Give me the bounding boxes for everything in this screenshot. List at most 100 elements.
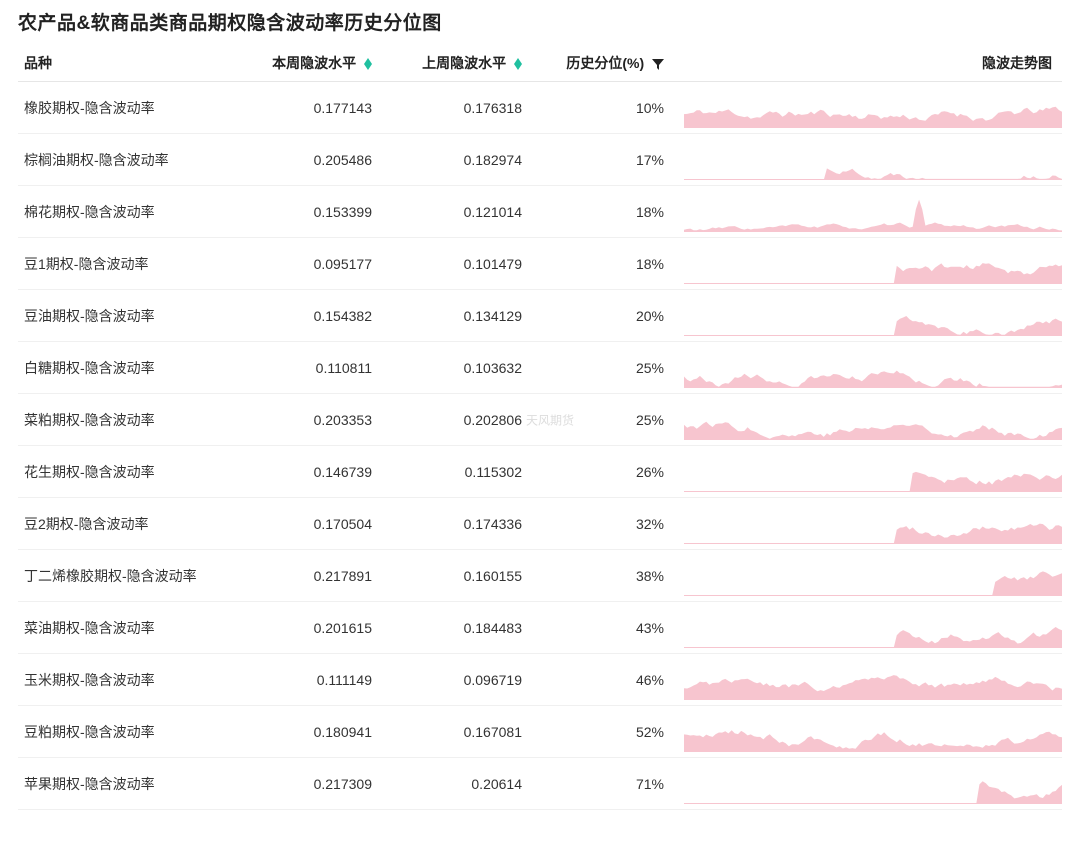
cell-last-week: 0.184483: [378, 602, 528, 654]
col-header-trend: 隐波走势图: [678, 43, 1062, 82]
col-header-trend-label: 隐波走势图: [982, 55, 1052, 71]
table-row: 豆1期权-隐含波动率0.0951770.10147918%: [18, 238, 1062, 290]
cell-last-week: 0.202806天风期货: [378, 394, 528, 446]
cell-last-week: 0.134129: [378, 290, 528, 342]
cell-name: 豆油期权-隐含波动率: [18, 290, 228, 342]
cell-last-week: 0.167081: [378, 706, 528, 758]
cell-last-week: 0.096719: [378, 654, 528, 706]
table-row: 橡胶期权-隐含波动率0.1771430.17631810%: [18, 82, 1062, 134]
table-row: 棉花期权-隐含波动率0.1533990.12101418%: [18, 186, 1062, 238]
cell-this-week: 0.111149: [228, 654, 378, 706]
table-row: 丁二烯橡胶期权-隐含波动率0.2178910.16015538%: [18, 550, 1062, 602]
table-row: 苹果期权-隐含波动率0.2173090.2061471%: [18, 758, 1062, 810]
sparkline-chart: [684, 300, 1062, 336]
cell-percentile: 25%: [528, 394, 678, 446]
col-header-name-label: 品种: [24, 55, 52, 71]
cell-percentile: 17%: [528, 134, 678, 186]
sparkline-chart: [684, 404, 1062, 440]
cell-trend: [678, 134, 1062, 186]
cell-last-week: 0.160155: [378, 550, 528, 602]
cell-trend: [678, 186, 1062, 238]
sparkline-chart: [684, 664, 1062, 700]
table-row: 菜油期权-隐含波动率0.2016150.18448343%: [18, 602, 1062, 654]
cell-this-week: 0.203353: [228, 394, 378, 446]
col-header-percentile[interactable]: 历史分位(%): [528, 43, 678, 82]
cell-name: 豆1期权-隐含波动率: [18, 238, 228, 290]
cell-this-week: 0.201615: [228, 602, 378, 654]
sort-icon: [514, 58, 522, 70]
cell-trend: [678, 654, 1062, 706]
col-header-percentile-label: 历史分位(%): [566, 55, 644, 71]
iv-table: 品种 本周隐波水平 上周隐波水平: [18, 43, 1062, 810]
cell-trend: [678, 446, 1062, 498]
cell-trend: [678, 706, 1062, 758]
cell-this-week: 0.180941: [228, 706, 378, 758]
sparkline-chart: [684, 768, 1062, 804]
table-row: 玉米期权-隐含波动率0.1111490.09671946%: [18, 654, 1062, 706]
col-header-last-week[interactable]: 上周隐波水平: [378, 43, 528, 82]
table-row: 菜粕期权-隐含波动率0.2033530.202806天风期货25%: [18, 394, 1062, 446]
table-row: 豆油期权-隐含波动率0.1543820.13412920%: [18, 290, 1062, 342]
cell-percentile: 43%: [528, 602, 678, 654]
cell-trend: [678, 394, 1062, 446]
col-header-this-week-label: 本周隐波水平: [272, 55, 356, 71]
sparkline-chart: [684, 144, 1062, 180]
cell-trend: [678, 238, 1062, 290]
sparkline-chart: [684, 92, 1062, 128]
cell-name: 菜油期权-隐含波动率: [18, 602, 228, 654]
sparkline-chart: [684, 352, 1062, 388]
cell-this-week: 0.177143: [228, 82, 378, 134]
cell-trend: [678, 498, 1062, 550]
col-header-this-week[interactable]: 本周隐波水平: [228, 43, 378, 82]
cell-name: 橡胶期权-隐含波动率: [18, 82, 228, 134]
cell-this-week: 0.217309: [228, 758, 378, 810]
cell-trend: [678, 82, 1062, 134]
cell-last-week: 0.103632: [378, 342, 528, 394]
sparkline-chart: [684, 560, 1062, 596]
cell-percentile: 18%: [528, 186, 678, 238]
table-row: 豆2期权-隐含波动率0.1705040.17433632%: [18, 498, 1062, 550]
sort-icon: [364, 58, 372, 70]
sparkline-chart: [684, 508, 1062, 544]
sparkline-chart: [684, 248, 1062, 284]
cell-this-week: 0.205486: [228, 134, 378, 186]
col-header-last-week-label: 上周隐波水平: [422, 55, 506, 71]
cell-percentile: 20%: [528, 290, 678, 342]
cell-percentile: 32%: [528, 498, 678, 550]
filter-icon: [652, 59, 664, 70]
cell-last-week: 0.174336: [378, 498, 528, 550]
cell-name: 白糖期权-隐含波动率: [18, 342, 228, 394]
cell-percentile: 26%: [528, 446, 678, 498]
cell-name: 苹果期权-隐含波动率: [18, 758, 228, 810]
cell-trend: [678, 550, 1062, 602]
cell-name: 棉花期权-隐含波动率: [18, 186, 228, 238]
table-row: 棕榈油期权-隐含波动率0.2054860.18297417%: [18, 134, 1062, 186]
cell-percentile: 10%: [528, 82, 678, 134]
cell-last-week: 0.121014: [378, 186, 528, 238]
cell-this-week: 0.153399: [228, 186, 378, 238]
cell-this-week: 0.110811: [228, 342, 378, 394]
cell-percentile: 38%: [528, 550, 678, 602]
sparkline-chart: [684, 612, 1062, 648]
cell-last-week: 0.182974: [378, 134, 528, 186]
cell-trend: [678, 602, 1062, 654]
cell-name: 花生期权-隐含波动率: [18, 446, 228, 498]
cell-percentile: 25%: [528, 342, 678, 394]
cell-percentile: 71%: [528, 758, 678, 810]
cell-name: 豆粕期权-隐含波动率: [18, 706, 228, 758]
cell-last-week: 0.115302: [378, 446, 528, 498]
sparkline-chart: [684, 196, 1062, 232]
cell-name: 豆2期权-隐含波动率: [18, 498, 228, 550]
cell-this-week: 0.154382: [228, 290, 378, 342]
sparkline-chart: [684, 456, 1062, 492]
col-header-name[interactable]: 品种: [18, 43, 228, 82]
cell-this-week: 0.146739: [228, 446, 378, 498]
cell-last-week: 0.176318: [378, 82, 528, 134]
cell-trend: [678, 758, 1062, 810]
cell-name: 棕榈油期权-隐含波动率: [18, 134, 228, 186]
cell-name: 丁二烯橡胶期权-隐含波动率: [18, 550, 228, 602]
page-title: 农产品&软商品类商品期权隐含波动率历史分位图: [18, 8, 1062, 35]
cell-this-week: 0.095177: [228, 238, 378, 290]
cell-last-week: 0.20614: [378, 758, 528, 810]
cell-percentile: 52%: [528, 706, 678, 758]
